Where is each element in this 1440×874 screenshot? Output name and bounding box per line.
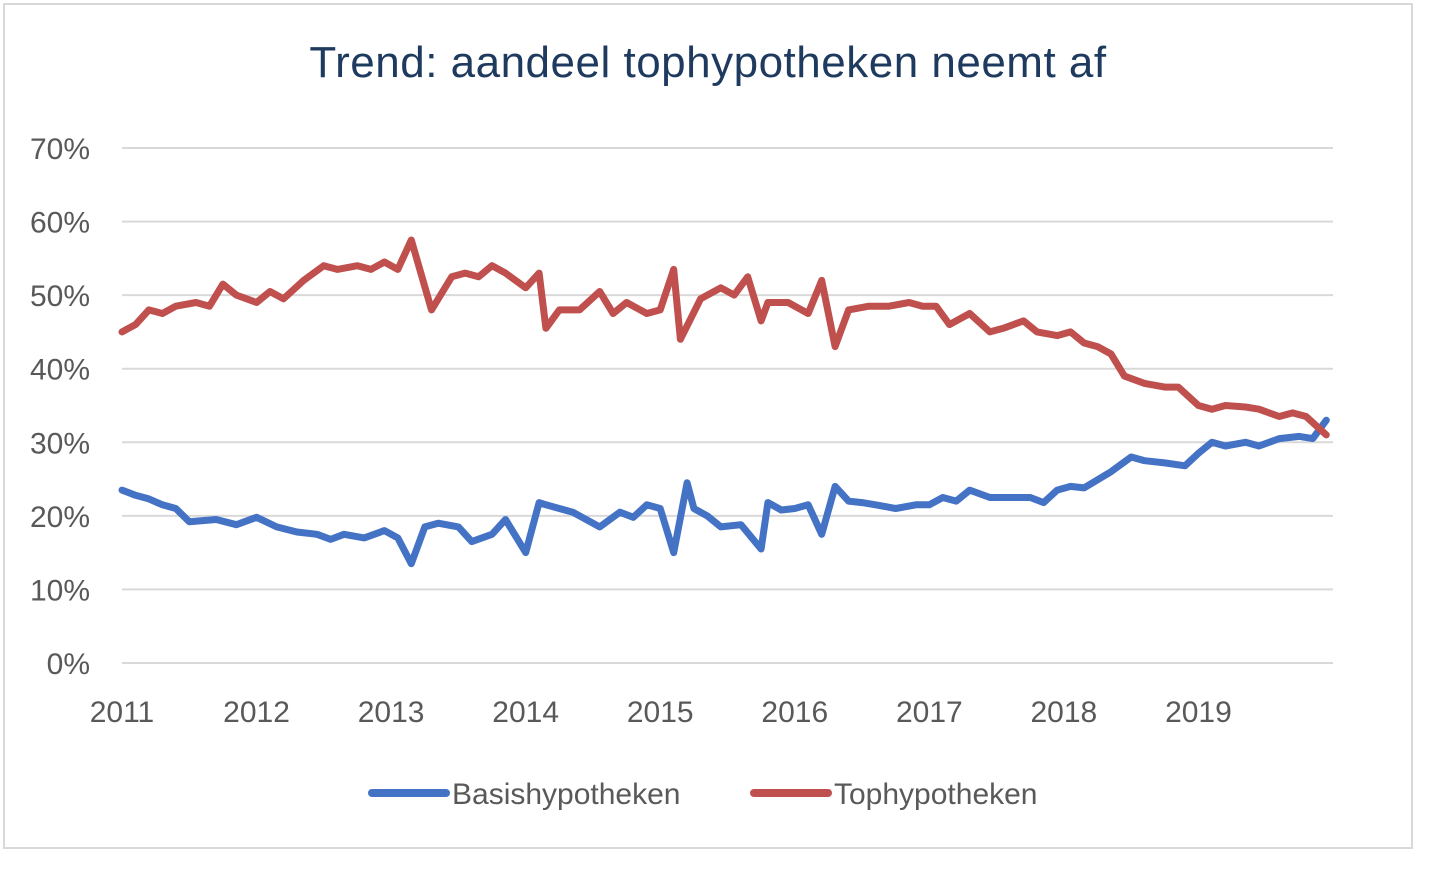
- y-tick-label: 50%: [30, 280, 90, 313]
- x-tick-label: 2015: [627, 696, 694, 729]
- gridlines: [122, 147, 1333, 664]
- y-tick-label: 40%: [30, 354, 90, 387]
- x-tick-label: 2019: [1165, 696, 1232, 729]
- legend: Basishypotheken Tophypotheken: [368, 778, 1038, 811]
- x-tick-label: 2013: [358, 696, 425, 729]
- y-tick-label: 0%: [47, 648, 90, 681]
- y-axis-ticks: 0% 10% 20% 30% 40% 50% 60% 70%: [30, 133, 90, 681]
- x-tick-label: 2016: [761, 696, 828, 729]
- y-tick-label: 60%: [30, 207, 90, 240]
- x-tick-label: 2012: [223, 696, 290, 729]
- legend-label-tophypotheken: Tophypotheken: [834, 778, 1038, 811]
- legend-label-basishypotheken: Basishypotheken: [452, 778, 681, 811]
- y-tick-label: 30%: [30, 427, 90, 460]
- series-line-tophypotheken: [118, 236, 1330, 439]
- x-tick-label: 2017: [896, 696, 963, 729]
- x-tick-label: 2014: [492, 696, 559, 729]
- x-axis-ticks: 2011 2012 2013 2014 2015 2016 2017 2018 2019: [90, 696, 1232, 729]
- chart-frame: [3, 3, 1413, 849]
- x-tick-label: 2018: [1031, 696, 1098, 729]
- series-line-basishypotheken: [118, 416, 1330, 568]
- series-lines: [118, 236, 1330, 568]
- y-tick-label: 70%: [30, 133, 90, 166]
- y-tick-label: 10%: [30, 574, 90, 607]
- y-tick-label: 20%: [30, 501, 90, 534]
- chart-title: Trend: aandeel tophypotheken neemt af: [309, 38, 1107, 87]
- x-tick-label: 2011: [90, 696, 155, 729]
